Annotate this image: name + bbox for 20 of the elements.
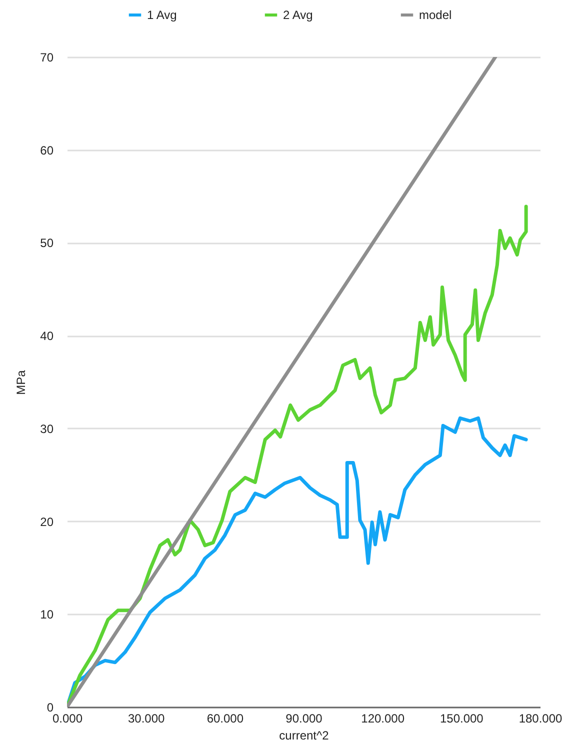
- legend-label: model: [419, 8, 452, 22]
- legend-label: 2 Avg: [283, 8, 313, 22]
- y-tick-label: 60: [40, 143, 54, 158]
- y-tick-label: 20: [40, 514, 54, 529]
- x-tick-label: 150.000: [440, 712, 484, 726]
- y-tick-label: 30: [40, 422, 54, 436]
- x-tick-label: 120.000: [361, 712, 405, 726]
- x-tick-label: 90.000: [286, 712, 323, 726]
- y-tick-label: 10: [40, 608, 54, 622]
- y-tick-label: 40: [40, 329, 54, 344]
- x-tick-label: 180.000: [518, 712, 563, 726]
- x-tick-label: 0.000: [52, 712, 83, 726]
- y-tick-label: 50: [40, 236, 54, 250]
- legend-label: 1 Avg: [147, 8, 177, 22]
- y-tick-label: 70: [40, 50, 54, 64]
- x-tick-label: 60.000: [206, 712, 244, 726]
- x-tick-label: 30.000: [128, 712, 166, 726]
- y-tick-label: 0: [46, 700, 54, 714]
- y-axis-title: MPa: [14, 370, 28, 395]
- x-axis-title: current^2: [279, 728, 330, 742]
